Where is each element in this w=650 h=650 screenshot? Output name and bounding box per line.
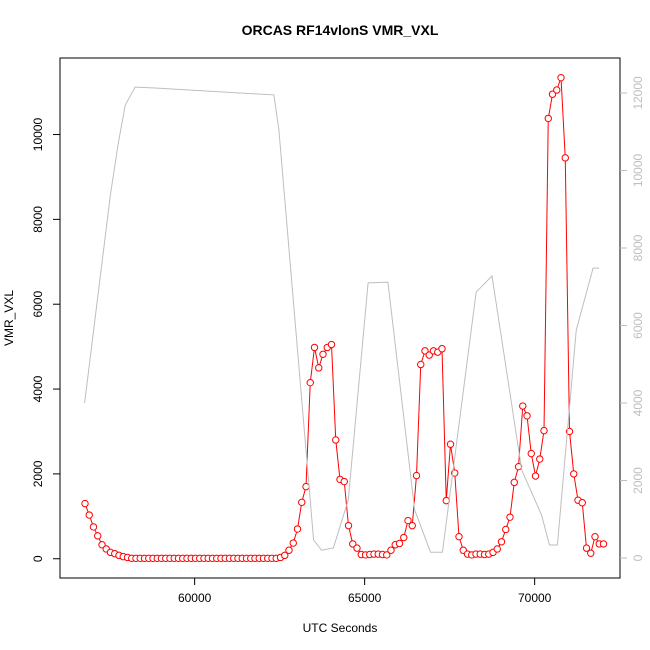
y2-tick-label: 8000	[631, 234, 645, 261]
y-axis-label: VMR_VXL	[2, 290, 16, 346]
point	[561, 154, 569, 162]
point	[548, 90, 557, 98]
point	[344, 521, 353, 530]
y2-tick-label: 6000	[631, 312, 645, 339]
x-axis-label: UTC Seconds	[303, 621, 378, 635]
plot-frame	[59, 57, 621, 579]
point	[582, 544, 591, 552]
y-tick-label: 8000	[31, 206, 45, 233]
point	[395, 539, 404, 548]
point	[591, 532, 599, 541]
point	[536, 455, 544, 463]
point	[412, 471, 421, 480]
y-tick-label: 0	[31, 555, 45, 562]
y2-tick-label: 2000	[631, 467, 645, 494]
point	[417, 360, 425, 369]
y-tick-label: 6000	[31, 291, 45, 318]
point	[293, 525, 302, 533]
y-tick-label: 10000	[31, 118, 45, 152]
point	[332, 436, 340, 444]
point	[587, 549, 595, 557]
point	[599, 540, 608, 548]
point	[298, 498, 306, 507]
point	[89, 523, 98, 531]
y-tick-label: 2000	[31, 460, 45, 487]
y2-tick-label: 12000	[631, 76, 645, 110]
x-tick-label: 60000	[178, 591, 212, 605]
point	[349, 540, 357, 548]
point	[544, 114, 552, 123]
point	[510, 478, 518, 487]
point	[502, 525, 510, 534]
point	[281, 551, 289, 560]
point	[408, 521, 416, 530]
chart-title: ORCAS RF14vlonS VMR_VXL	[242, 22, 439, 38]
point	[540, 426, 548, 435]
point	[340, 477, 348, 486]
point	[383, 551, 391, 559]
x-tick-label: 65000	[348, 591, 382, 605]
point	[523, 412, 531, 420]
point	[531, 472, 540, 480]
point	[387, 546, 395, 554]
point	[319, 350, 327, 358]
point	[493, 545, 501, 553]
point	[85, 511, 93, 519]
point	[404, 516, 412, 525]
point	[446, 440, 455, 448]
y2-tick-label: 10000	[631, 153, 645, 187]
point	[302, 482, 310, 491]
point	[306, 378, 314, 387]
x-tick-label: 70000	[518, 591, 552, 605]
point	[506, 513, 514, 521]
y2-tick-label: 4000	[631, 389, 645, 416]
point	[327, 340, 336, 349]
point	[497, 538, 506, 546]
point	[98, 541, 106, 549]
point	[289, 539, 297, 547]
point	[553, 86, 561, 94]
point	[519, 402, 527, 410]
point	[285, 546, 293, 554]
y-tick-label: 4000	[31, 375, 45, 402]
point	[527, 449, 535, 458]
point	[438, 345, 446, 353]
point	[310, 343, 319, 352]
point	[94, 532, 102, 540]
point	[315, 364, 323, 372]
point	[425, 351, 433, 359]
point	[570, 470, 578, 478]
point	[81, 499, 89, 508]
point	[557, 73, 565, 82]
point	[455, 532, 463, 541]
series-line	[84, 86, 600, 553]
point	[578, 499, 586, 507]
point	[353, 544, 361, 552]
y2-tick-label: 0	[631, 554, 645, 561]
point	[400, 533, 408, 542]
point	[421, 347, 429, 355]
